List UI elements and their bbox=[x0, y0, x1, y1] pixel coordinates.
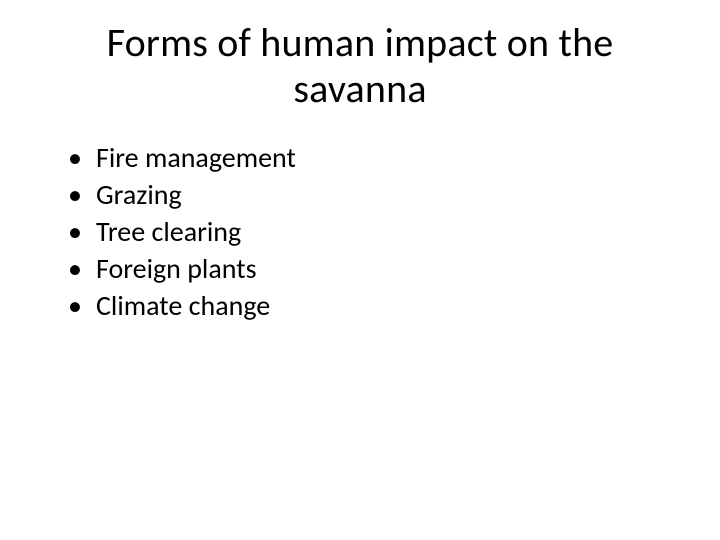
bullet-list: Fire management Grazing Tree clearing Fo… bbox=[50, 140, 670, 323]
list-item: Grazing bbox=[68, 177, 670, 212]
list-item: Fire management bbox=[68, 140, 670, 175]
slide-title: Forms of human impact on the savanna bbox=[50, 20, 670, 112]
list-item: Climate change bbox=[68, 288, 670, 323]
slide-container: Forms of human impact on the savanna Fir… bbox=[0, 0, 720, 540]
list-item: Foreign plants bbox=[68, 251, 670, 286]
list-item: Tree clearing bbox=[68, 214, 670, 249]
